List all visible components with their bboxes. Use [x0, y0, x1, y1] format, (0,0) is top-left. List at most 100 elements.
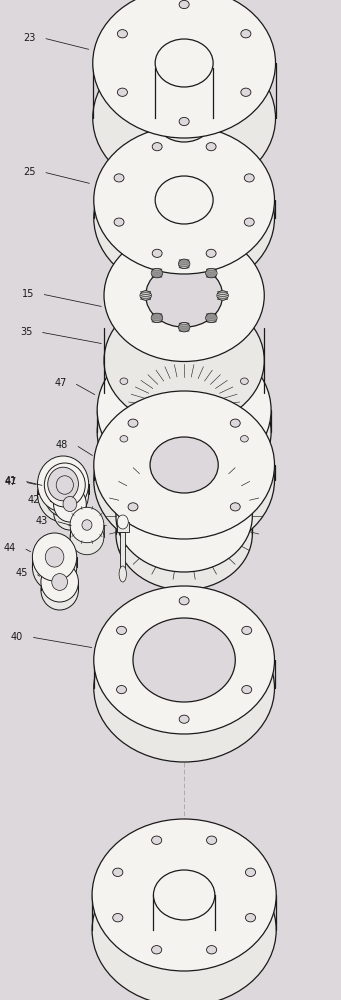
Ellipse shape [41, 562, 78, 602]
Ellipse shape [45, 547, 64, 567]
Ellipse shape [117, 88, 128, 96]
Text: 35: 35 [20, 327, 32, 337]
Ellipse shape [104, 294, 264, 426]
Ellipse shape [38, 456, 89, 512]
Ellipse shape [153, 905, 215, 955]
Ellipse shape [206, 268, 217, 278]
Text: 23: 23 [24, 33, 36, 43]
Ellipse shape [104, 230, 264, 361]
Ellipse shape [128, 364, 240, 456]
Ellipse shape [206, 143, 216, 151]
Text: 41: 41 [4, 476, 16, 486]
Ellipse shape [241, 30, 251, 38]
Ellipse shape [54, 486, 86, 522]
Ellipse shape [133, 646, 235, 730]
Ellipse shape [94, 144, 275, 292]
Ellipse shape [133, 618, 235, 702]
Ellipse shape [117, 30, 128, 38]
Ellipse shape [207, 836, 217, 844]
Ellipse shape [114, 174, 124, 182]
Ellipse shape [240, 378, 248, 384]
Ellipse shape [41, 570, 78, 610]
Ellipse shape [155, 176, 213, 224]
Ellipse shape [152, 946, 162, 954]
Ellipse shape [178, 322, 190, 332]
Ellipse shape [52, 574, 68, 590]
Ellipse shape [179, 715, 189, 723]
Ellipse shape [155, 94, 213, 142]
Ellipse shape [38, 466, 89, 522]
Ellipse shape [44, 463, 85, 507]
Ellipse shape [32, 543, 77, 591]
Ellipse shape [82, 520, 92, 530]
Ellipse shape [117, 626, 127, 634]
Ellipse shape [128, 386, 240, 478]
Text: 25: 25 [23, 167, 36, 177]
Ellipse shape [70, 519, 104, 555]
Ellipse shape [120, 378, 128, 384]
Ellipse shape [165, 500, 203, 532]
Ellipse shape [93, 43, 276, 193]
Text: 45: 45 [16, 568, 28, 578]
Ellipse shape [152, 249, 162, 257]
Text: 43: 43 [35, 516, 48, 526]
Text: 42: 42 [28, 495, 40, 505]
Ellipse shape [153, 870, 215, 920]
Ellipse shape [94, 126, 275, 274]
Ellipse shape [128, 503, 138, 511]
Ellipse shape [155, 39, 213, 87]
Ellipse shape [152, 143, 162, 151]
Ellipse shape [94, 391, 275, 539]
Ellipse shape [180, 349, 188, 356]
Ellipse shape [230, 503, 240, 511]
Ellipse shape [94, 614, 275, 762]
Ellipse shape [140, 291, 151, 300]
Text: 48: 48 [56, 440, 68, 450]
Ellipse shape [151, 268, 163, 278]
Ellipse shape [150, 437, 218, 493]
Ellipse shape [179, 117, 189, 126]
Ellipse shape [241, 88, 251, 96]
Ellipse shape [44, 473, 85, 517]
Ellipse shape [180, 464, 188, 471]
Ellipse shape [116, 460, 252, 572]
Ellipse shape [152, 836, 162, 844]
Ellipse shape [92, 854, 276, 1000]
Ellipse shape [207, 946, 217, 954]
Ellipse shape [113, 868, 123, 876]
Text: 47: 47 [54, 378, 66, 388]
Text: 44: 44 [4, 543, 16, 553]
Ellipse shape [246, 914, 255, 922]
Ellipse shape [116, 478, 252, 590]
Ellipse shape [179, 0, 189, 9]
Text: 40: 40 [11, 632, 23, 642]
Ellipse shape [56, 476, 73, 494]
Ellipse shape [117, 515, 128, 529]
Bar [120, 532, 125, 574]
Ellipse shape [240, 436, 248, 442]
Ellipse shape [97, 338, 271, 482]
Ellipse shape [246, 868, 255, 876]
Ellipse shape [93, 0, 276, 138]
Bar [117, 522, 129, 532]
Ellipse shape [217, 291, 228, 300]
Ellipse shape [150, 452, 218, 508]
Ellipse shape [54, 494, 86, 530]
Ellipse shape [120, 436, 128, 442]
Text: 15: 15 [22, 289, 34, 299]
Ellipse shape [206, 249, 216, 257]
Ellipse shape [117, 686, 127, 694]
Ellipse shape [119, 566, 127, 582]
Ellipse shape [244, 218, 254, 226]
Ellipse shape [178, 259, 190, 269]
Ellipse shape [94, 586, 275, 734]
Ellipse shape [242, 626, 252, 634]
Ellipse shape [92, 819, 276, 971]
Text: 47: 47 [5, 477, 17, 487]
Ellipse shape [179, 597, 189, 605]
Ellipse shape [48, 467, 78, 501]
Ellipse shape [97, 360, 271, 504]
Ellipse shape [94, 406, 275, 554]
Ellipse shape [206, 313, 217, 323]
Ellipse shape [32, 533, 77, 581]
